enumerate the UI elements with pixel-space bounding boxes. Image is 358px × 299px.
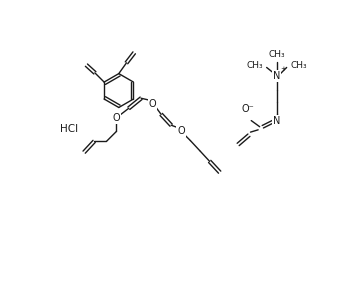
Text: N: N (273, 116, 280, 126)
Text: CH₃: CH₃ (246, 61, 263, 70)
Text: HCl: HCl (59, 124, 78, 134)
Text: O: O (113, 113, 120, 123)
Text: N: N (273, 71, 280, 81)
Text: O⁻: O⁻ (242, 104, 255, 115)
Text: CH₃: CH₃ (268, 50, 285, 59)
Text: O: O (177, 126, 185, 136)
Text: O: O (149, 99, 156, 109)
Text: CH₃: CH₃ (290, 61, 307, 70)
Text: +: + (281, 66, 286, 72)
